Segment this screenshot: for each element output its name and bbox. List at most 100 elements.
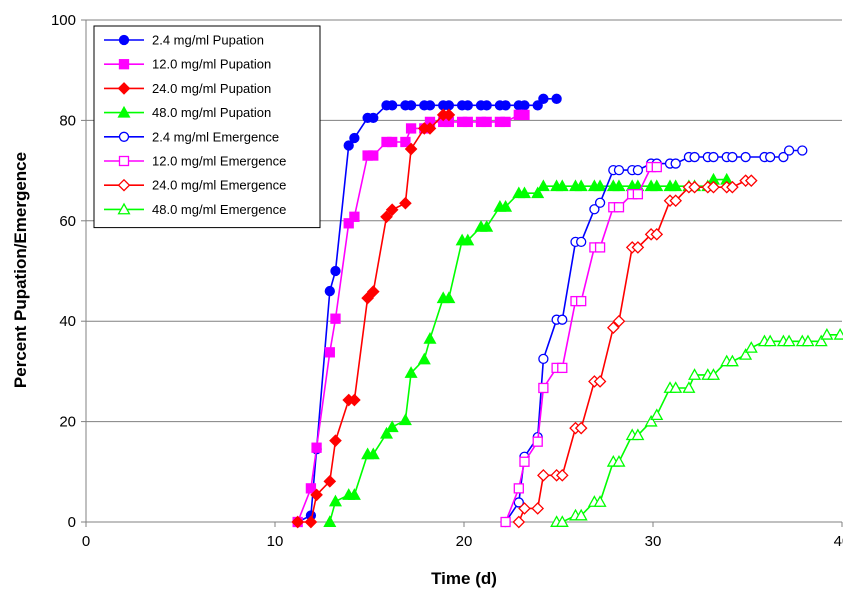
data-point bbox=[423, 332, 437, 344]
data-point bbox=[631, 428, 645, 441]
data-point bbox=[328, 494, 342, 507]
data-point bbox=[442, 291, 456, 304]
data-point bbox=[387, 136, 398, 148]
data-point bbox=[481, 100, 492, 111]
data-point bbox=[291, 515, 304, 529]
data-point bbox=[461, 233, 475, 246]
data-point bbox=[644, 414, 658, 427]
y-tick-label: 60 bbox=[59, 213, 76, 230]
data-point bbox=[462, 116, 473, 128]
series-line bbox=[518, 179, 752, 523]
series-2 bbox=[292, 109, 530, 528]
data-point bbox=[801, 334, 815, 347]
data-point bbox=[404, 142, 418, 156]
y-tick-labels: 0 20 40 60 80 100 bbox=[51, 12, 76, 531]
data-point bbox=[513, 483, 524, 494]
series-line bbox=[329, 178, 727, 523]
legend-item: 12.0 mg/ml Emergence bbox=[104, 154, 286, 169]
legend-item: 2.4 mg/ml Emergence bbox=[104, 129, 279, 144]
data-point bbox=[574, 179, 588, 192]
data-point bbox=[725, 354, 739, 367]
data-point bbox=[513, 497, 524, 508]
data-point bbox=[304, 515, 318, 529]
data-point bbox=[538, 353, 549, 365]
data-point bbox=[347, 488, 361, 500]
data-point bbox=[323, 475, 337, 488]
data-point bbox=[594, 242, 606, 253]
data-point bbox=[349, 132, 360, 144]
data-point bbox=[310, 488, 323, 502]
data-point bbox=[669, 381, 683, 393]
data-point bbox=[783, 145, 795, 156]
legend-label: 2.4 mg/ml Pupation bbox=[152, 33, 264, 48]
x-tick-labels: 0 10 20 30 40 bbox=[82, 533, 843, 550]
y-tick-label: 20 bbox=[59, 414, 76, 431]
legend-label: 48.0 mg/ml Emergence bbox=[152, 202, 286, 217]
legend-label: 2.4 mg/ml Emergence bbox=[152, 129, 279, 144]
data-point bbox=[669, 194, 682, 208]
data-point bbox=[708, 151, 719, 163]
legend-marker bbox=[117, 82, 131, 95]
data-point bbox=[612, 314, 626, 328]
y-tick-label: 40 bbox=[59, 313, 76, 330]
data-point bbox=[739, 348, 753, 360]
data-point bbox=[551, 93, 562, 104]
legend-item: 48.0 mg/ml Emergence bbox=[104, 202, 286, 217]
data-point bbox=[727, 151, 738, 163]
data-point bbox=[574, 421, 588, 435]
data-point bbox=[442, 108, 456, 122]
legend-marker bbox=[118, 155, 130, 167]
data-point bbox=[398, 413, 412, 426]
data-point bbox=[797, 145, 808, 156]
legend-marker bbox=[118, 59, 130, 70]
data-point bbox=[305, 483, 317, 494]
data-point bbox=[424, 100, 436, 111]
data-point bbox=[518, 502, 531, 515]
data-point bbox=[576, 236, 587, 248]
data-point bbox=[404, 366, 418, 378]
data-point bbox=[380, 426, 394, 439]
data-point bbox=[423, 122, 437, 135]
data-point bbox=[531, 186, 545, 199]
legend: 2.4 mg/ml Pupation 12.0 mg/ml Pupation 24.… bbox=[93, 25, 321, 229]
series-7 bbox=[512, 174, 758, 529]
data-point bbox=[311, 442, 322, 453]
legend-marker bbox=[117, 178, 131, 192]
data-point bbox=[688, 368, 702, 380]
data-point bbox=[682, 381, 696, 393]
legend-item: 2.4 mg/ml Pupation bbox=[104, 33, 264, 48]
data-point bbox=[500, 100, 511, 111]
x-tick-label: 40 bbox=[834, 533, 843, 550]
y-tick-label: 100 bbox=[51, 12, 76, 29]
data-point bbox=[706, 368, 720, 380]
data-point bbox=[329, 434, 342, 447]
data-point bbox=[500, 116, 511, 128]
data-point bbox=[555, 515, 569, 527]
data-point bbox=[532, 100, 543, 111]
x-tick-label: 10 bbox=[267, 533, 284, 550]
data-point bbox=[650, 228, 664, 241]
legend-label: 24.0 mg/ml Emergence bbox=[152, 178, 286, 193]
data-point bbox=[820, 328, 834, 340]
legend-item: 12.0 mg/ml Pupation bbox=[104, 57, 271, 72]
legend-box bbox=[93, 25, 321, 229]
data-point bbox=[574, 508, 588, 521]
data-point bbox=[612, 179, 626, 192]
data-point bbox=[537, 468, 550, 482]
data-point bbox=[380, 210, 393, 224]
data-point bbox=[778, 151, 789, 163]
data-point bbox=[368, 112, 379, 124]
data-point bbox=[536, 179, 550, 192]
data-point bbox=[481, 116, 492, 128]
data-point bbox=[650, 408, 664, 421]
series-6 bbox=[500, 161, 662, 528]
data-point bbox=[555, 468, 569, 482]
data-point bbox=[763, 334, 777, 347]
data-point bbox=[814, 334, 828, 347]
legend-marker bbox=[118, 34, 130, 46]
axes bbox=[81, 19, 843, 527]
data-point bbox=[589, 204, 600, 215]
data-point bbox=[688, 180, 701, 194]
data-point bbox=[343, 218, 354, 229]
series-line bbox=[504, 149, 803, 523]
